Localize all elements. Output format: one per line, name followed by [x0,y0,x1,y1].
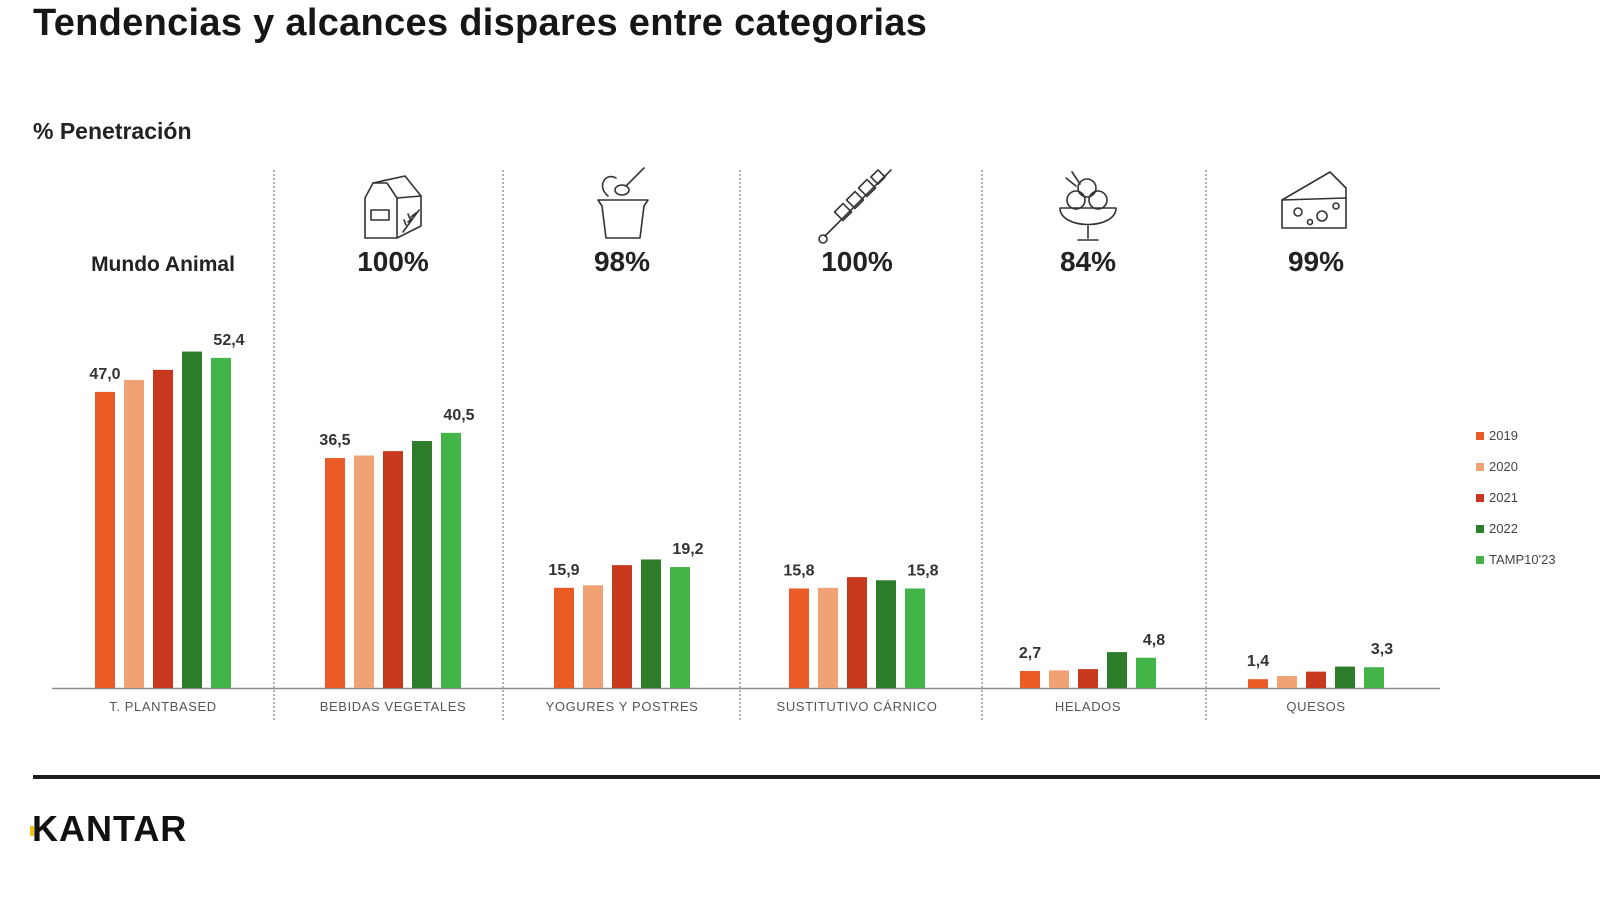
bar [153,369,173,688]
bar [383,451,403,688]
penetration-value: 84% [1060,246,1116,277]
bar [124,379,144,688]
data-label: 52,4 [213,332,244,349]
legend-swatch-2021 [1476,493,1484,502]
data-label: 1,4 [1247,653,1269,670]
bar [1049,670,1069,688]
penetration-value: 99% [1288,246,1344,277]
bar [325,458,345,688]
kantar-logo: KANTAR [30,808,187,850]
bar [1078,669,1098,688]
bar [182,351,202,688]
bar [1364,667,1384,688]
bar [211,357,231,688]
bar [354,455,374,688]
footer-divider [33,775,1600,779]
legend-label: 2019 [1489,428,1518,443]
logo-accent [30,826,34,836]
bar [1306,671,1326,688]
legend-swatch-2020 [1476,462,1484,471]
data-label: 2,7 [1019,645,1041,662]
category-label: BEBIDAS VEGETALES [320,699,467,714]
legend-label: 2022 [1489,521,1518,536]
bar [876,580,896,688]
bar [441,432,461,688]
bar [1136,657,1156,688]
bar [95,391,115,688]
legend-item-tamp: TAMP10'23 [1476,544,1556,575]
bar [583,585,603,688]
legend-item-2020: 2020 [1476,451,1556,482]
bar [1248,679,1268,688]
data-label: 4,8 [1143,632,1165,649]
bar [847,577,867,688]
cheese-icon [1281,171,1347,229]
legend-item-2021: 2021 [1476,482,1556,513]
bar [789,588,809,688]
legend-item-2019: 2019 [1476,420,1556,451]
legend-swatch-2022 [1476,524,1484,533]
bar [1107,652,1127,688]
y-axis-label: % Penetración [33,118,192,144]
chart-title: Tendencias y alcances dispares entre cat… [33,2,928,44]
category-label: T. PLANTBASED [109,699,217,714]
data-label: 15,8 [907,562,938,579]
legend-label: 2021 [1489,490,1518,505]
data-label: 47,0 [89,366,120,383]
bar [818,587,838,688]
milk-carton-icon [364,175,422,239]
legend-label: TAMP10'23 [1489,552,1556,567]
bar [1335,666,1355,688]
data-label: 15,9 [548,562,579,579]
bar [554,587,574,688]
data-label: 36,5 [319,432,350,449]
penetration-value: 98% [594,246,650,277]
bar [1020,670,1040,688]
category-header: Mundo Animal [91,253,235,276]
category-label: QUESOS [1286,699,1345,714]
bar [612,565,632,688]
legend-swatch-tamp [1476,555,1484,564]
ice-cream-bowl-icon [1059,171,1117,241]
brand-name: KANTAR [32,808,188,849]
data-label: 19,2 [672,541,703,558]
bar [905,588,925,688]
penetration-value: 100% [357,246,429,277]
bar [641,559,661,688]
category-label: YOGURES Y POSTRES [546,699,699,714]
yogurt-cup-icon [597,167,649,239]
data-label: 15,8 [783,562,814,579]
bar [670,567,690,688]
penetration-value: 100% [821,246,893,277]
legend: 2019 2020 2021 2022 TAMP10'23 [1476,420,1556,575]
legend-swatch-2019 [1476,431,1484,440]
bar [412,441,432,688]
bar [1277,676,1297,688]
legend-item-2022: 2022 [1476,513,1556,544]
data-label: 3,3 [1371,641,1393,658]
category-label: SUSTITUTIVO CÁRNICO [777,699,938,714]
skewer-icon [818,169,892,244]
data-label: 40,5 [443,407,474,424]
legend-label: 2020 [1489,459,1518,474]
category-label: HELADOS [1055,699,1121,714]
